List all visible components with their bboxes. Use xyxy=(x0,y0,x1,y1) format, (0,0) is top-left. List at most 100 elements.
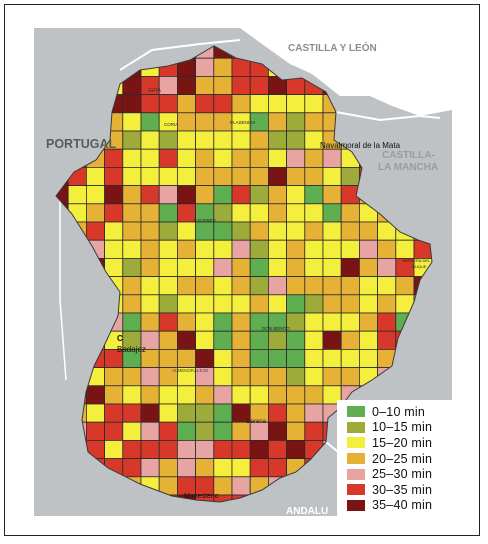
grid-cell xyxy=(358,330,378,350)
grid-cell xyxy=(286,94,306,114)
grid-cell xyxy=(286,203,306,223)
grid-cell xyxy=(158,221,178,241)
grid-cell xyxy=(231,185,251,205)
legend-item: 20–25 min xyxy=(347,451,465,467)
grid-cell xyxy=(267,294,287,314)
grid-cell xyxy=(249,330,269,350)
grid-cell xyxy=(122,367,142,387)
grid-cell xyxy=(104,421,124,441)
grid-cell xyxy=(267,330,287,350)
grid-cell xyxy=(158,330,178,350)
grid-cell xyxy=(231,257,251,277)
legend-label: 0–10 min xyxy=(372,404,426,419)
grid-cell xyxy=(67,185,87,205)
grid-cell xyxy=(140,294,160,314)
grid-cell xyxy=(176,330,196,350)
legend-swatch xyxy=(347,484,365,496)
border-portugal xyxy=(59,200,67,381)
grid-cell xyxy=(340,221,360,241)
label-caceres: CÁCERES xyxy=(194,217,216,223)
grid-cell xyxy=(358,276,378,296)
grid-cell xyxy=(231,221,251,241)
grid-cell xyxy=(176,203,196,223)
grid-cell xyxy=(158,294,178,314)
grid-cell xyxy=(322,221,342,241)
grid-cell xyxy=(213,276,233,296)
grid-cell xyxy=(340,257,360,277)
legend-label: 10–15 min xyxy=(372,420,433,435)
grid-cell xyxy=(286,403,306,423)
grid-cell xyxy=(267,239,287,259)
grid-cell xyxy=(358,221,378,241)
grid-cell xyxy=(249,148,269,168)
grid-cell xyxy=(140,312,160,332)
grid-cell xyxy=(213,403,233,423)
grid-cell xyxy=(231,439,251,459)
grid-cell xyxy=(322,185,342,205)
grid-cell xyxy=(340,166,360,186)
grid-cell xyxy=(286,348,306,368)
grid-cell xyxy=(304,257,324,277)
grid-cell xyxy=(213,312,233,332)
capital-marker: C xyxy=(117,334,123,343)
label-gata: GATA xyxy=(148,88,162,94)
grid-cell xyxy=(195,348,215,368)
label-portugal: PORTUGAL xyxy=(46,137,117,151)
grid-cell xyxy=(195,239,215,259)
grid-cell xyxy=(231,458,251,478)
grid-cell xyxy=(213,166,233,186)
label-castilla-la-mancha-2: LA MANCHA xyxy=(378,162,438,173)
grid-cell xyxy=(358,239,378,259)
grid-cell xyxy=(140,257,160,277)
grid-cell xyxy=(86,385,106,405)
grid-cell xyxy=(176,312,196,332)
grid-cell xyxy=(395,276,415,296)
grid-cell xyxy=(104,439,124,459)
grid-cell xyxy=(304,221,324,241)
grid-cell xyxy=(158,94,178,114)
grid-cell xyxy=(195,221,215,241)
grid-cell xyxy=(322,294,342,314)
grid-cell xyxy=(249,203,269,223)
legend-item: 0–10 min xyxy=(347,404,465,420)
grid-cell xyxy=(213,221,233,241)
grid-cell xyxy=(231,239,251,259)
grid-cell xyxy=(267,112,287,132)
label-almendralejo: ALMENDRALEJO xyxy=(172,368,209,373)
grid-cell xyxy=(340,276,360,296)
grid-cell xyxy=(231,76,251,96)
grid-cell xyxy=(377,257,397,277)
grid-cell xyxy=(267,458,287,478)
grid-cell xyxy=(231,130,251,150)
grid-cell xyxy=(158,257,178,277)
grid-cell xyxy=(231,166,251,186)
grid-cell xyxy=(140,166,160,186)
grid-cell xyxy=(267,166,287,186)
grid-cell xyxy=(140,385,160,405)
grid-cell xyxy=(358,294,378,314)
grid-cell xyxy=(231,348,251,368)
grid-cell xyxy=(122,203,142,223)
grid-cell xyxy=(231,203,251,223)
grid-cell xyxy=(176,148,196,168)
label-plasencia: PLASENCIA xyxy=(230,120,255,125)
grid-cell xyxy=(340,203,360,223)
grid-cell xyxy=(122,185,142,205)
grid-cell xyxy=(195,276,215,296)
grid-cell xyxy=(286,166,306,186)
grid-cell xyxy=(86,185,106,205)
grid-cell xyxy=(213,348,233,368)
grid-cell xyxy=(249,294,269,314)
grid-cell xyxy=(158,439,178,459)
grid-cell xyxy=(304,239,324,259)
grid-cell xyxy=(322,367,342,387)
grid-cell xyxy=(322,348,342,368)
grid-cell xyxy=(195,76,215,96)
grid-cell xyxy=(286,294,306,314)
grid-cell xyxy=(176,458,196,478)
grid-cell xyxy=(358,312,378,332)
grid-cell xyxy=(104,203,124,223)
grid-cell xyxy=(122,439,142,459)
grid-cell xyxy=(231,276,251,296)
white-area-north xyxy=(240,28,452,116)
